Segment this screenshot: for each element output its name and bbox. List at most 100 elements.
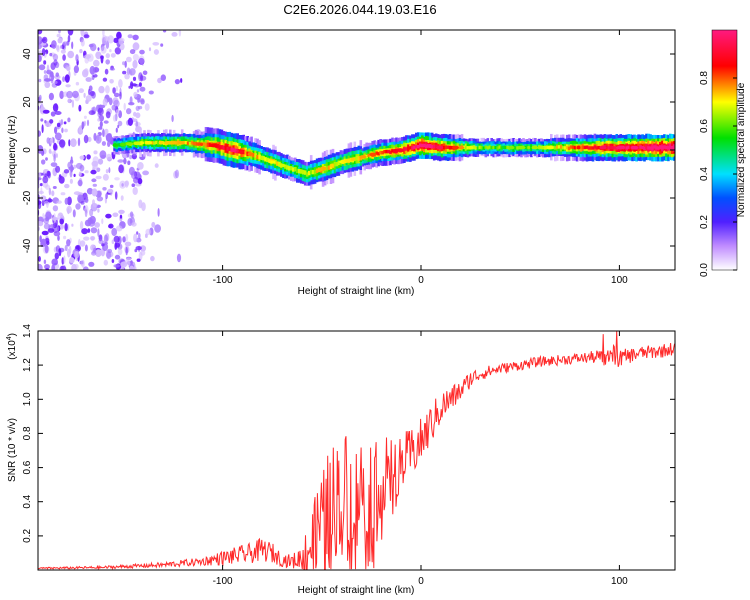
spectrogram-noise-speck [88, 43, 94, 48]
spectrogram-ridge-cell [565, 145, 569, 150]
spectrogram-noise-speck [114, 191, 118, 200]
spectrogram-noise-speck [54, 132, 62, 141]
spectrogram-noise-speck [44, 264, 50, 270]
snr-panel: -100 0 100 0.2 0.4 0.6 0.8 1.0 1.2 1.4 Height of … [6, 324, 676, 596]
spectrogram-ridge-cell [442, 145, 446, 150]
spectrogram-noise-speck [74, 263, 79, 270]
spectrogram-noise-speck [108, 167, 111, 174]
spectrogram-noise-speck [132, 59, 138, 69]
spectrogram-noise-speck [93, 247, 97, 253]
spectrogram-noise-speck [60, 119, 64, 126]
snr-ticks: -100 0 100 0.2 0.4 0.6 0.8 1.0 1.2 1.4 [22, 324, 675, 587]
spectrogram-noise-speck [43, 70, 47, 74]
spectrogram-noise-speck [112, 114, 117, 122]
colorbar-tick-label: 0.2 [699, 215, 710, 229]
spectrogram-ridge-cell [254, 153, 257, 158]
spectrogram-ridge-cell [561, 146, 565, 150]
spectrogram-noise-speck [133, 233, 138, 243]
spectrogram-noise-speck [38, 130, 42, 137]
spectrogram-noise-speck [81, 121, 85, 129]
spectrogram-noise-speck [113, 92, 120, 98]
snr-frame [37, 330, 676, 571]
spectrogram-ridge-cell [365, 154, 368, 159]
spectrogram-ridge-cell [494, 145, 497, 150]
spectrogram-noise-speck [129, 211, 134, 218]
snr-x-tick-label: 100 [611, 576, 628, 587]
spectrogram-noise-speck [117, 159, 124, 163]
spectrogram-noise-speck [180, 78, 183, 83]
snr-y-tick-label: 0.6 [22, 460, 33, 474]
spectrogram-noise-speck [171, 114, 174, 123]
spectrogram-y-tick-label: -40 [22, 238, 33, 253]
snr-multiplier-close: ) [7, 333, 18, 336]
spectrogram-noise-speck [133, 91, 138, 98]
spectrogram-noise-speck [152, 42, 160, 46]
spectrogram-noise-speck [77, 179, 83, 187]
spectrogram-noise-speck [38, 44, 42, 50]
spectrogram-noise-speck [113, 235, 120, 243]
spectrogram-noise-speck [145, 228, 152, 236]
spectrogram-noise-speck [118, 38, 124, 46]
spectrogram-noise-speck [138, 251, 143, 261]
spectrogram-noise-speck [38, 55, 42, 63]
spectrogram-peak-blob [329, 163, 334, 168]
spectrogram-noise-speck [40, 240, 44, 248]
spectrogram-ridge-cell [573, 146, 577, 150]
spectrogram-noise-speck [60, 192, 66, 196]
spectrogram-peak-blob [209, 143, 218, 148]
spectrogram-ridge-cell [563, 146, 567, 150]
spectrogram-ridge-cell [480, 145, 484, 150]
spectrogram-ridge-cell [294, 167, 297, 172]
spectrogram-peak-blob [398, 148, 403, 152]
spectrogram-noise-speck [52, 205, 59, 212]
spectrogram-ridge-cell [583, 145, 587, 150]
spectrogram-noise-speck [111, 259, 115, 263]
spectrogram-noise-speck [58, 176, 65, 184]
spectrogram-ridge-cell [290, 166, 293, 171]
spectrogram-noise-speck [59, 218, 64, 225]
snr-y-tick-label: 0.4 [22, 494, 33, 508]
spectrogram-noise-speck [49, 71, 54, 78]
spectrogram-noise-speck [79, 49, 83, 54]
spectrogram-noise-speck [51, 40, 57, 49]
spectrogram-noise-speck [83, 34, 90, 39]
spectrogram-peak-blob [344, 158, 352, 163]
spectrogram-ridge-cell [301, 170, 305, 175]
spectrogram-noise-speck [58, 30, 61, 34]
spectrogram-noise-speck [83, 134, 89, 144]
spectrogram-noise-speck [85, 95, 92, 102]
spectrogram-noise-speck [71, 41, 74, 50]
spectrogram-noise-speck [42, 36, 48, 44]
spectrogram-ridge-cell [305, 172, 309, 177]
spectrogram-peak-blob [630, 145, 639, 150]
spectrogram-noise-speck [101, 218, 104, 225]
spectrogram-ridge-cell [262, 156, 265, 161]
spectrogram-noise-speck [133, 111, 137, 117]
spectrogram-ridge-cell [571, 145, 575, 149]
spectrogram-noise-speck [115, 127, 118, 133]
spectrogram-ridge-cell [647, 146, 650, 150]
spectrogram-noise-speck [90, 236, 96, 241]
spectrogram-noise-speck [97, 47, 100, 51]
spectrogram-peak-blob [247, 152, 253, 156]
spectrogram-noise-speck [114, 254, 121, 260]
spectrogram-noise-speck [51, 264, 56, 270]
spectrogram-noise-speck [77, 137, 81, 147]
spectrogram-noise-speck [101, 35, 108, 45]
spectrogram-noise-speck [104, 68, 109, 75]
spectrogram-ridge-cell [639, 145, 642, 149]
spectrogram-noise-speck [75, 54, 79, 62]
spectrogram-noise-speck [49, 138, 54, 145]
spectrogram-noise-speck [94, 222, 100, 228]
spectrogram-noise-speck [71, 99, 74, 108]
spectrogram-noise-speck [45, 211, 52, 220]
spectrogram-ridge-cell [446, 145, 450, 149]
spectrogram-ridge-cell [357, 156, 361, 161]
spectrogram-ridge-cell [409, 146, 412, 150]
spectrogram-noise-speck [62, 41, 68, 46]
spectrogram-noise-speck [58, 174, 62, 178]
spectrogram-noise-speck [142, 70, 148, 76]
spectrogram-noise-speck [138, 232, 141, 239]
spectrogram-noise-speck [89, 65, 96, 75]
spectrogram-noise-speck [80, 260, 84, 266]
